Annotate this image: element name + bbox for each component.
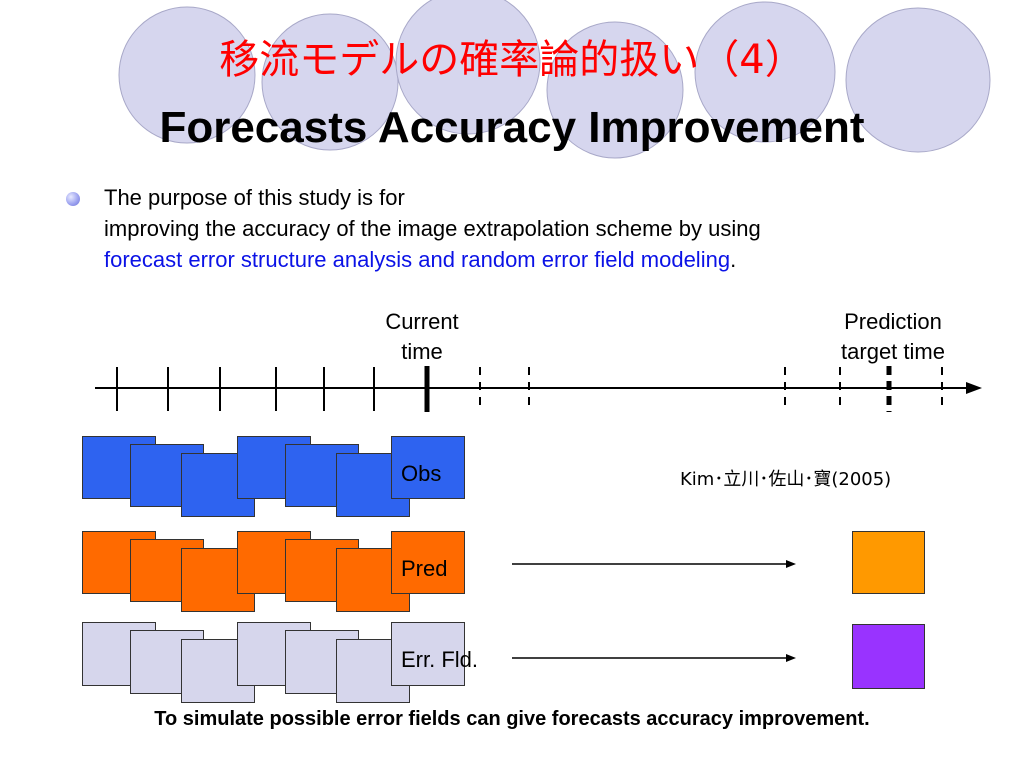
title-english: Forecasts Accuracy Improvement — [159, 103, 865, 152]
err-arrowhead — [786, 654, 796, 662]
timeline — [95, 366, 982, 662]
bullet-icon — [66, 192, 80, 206]
obs-label: Obs — [401, 461, 442, 486]
purpose-highlight: forecast error structure analysis and ra… — [104, 247, 731, 272]
purpose-line-3: forecast error structure analysis and ra… — [104, 244, 1004, 275]
purpose-period: . — [730, 247, 737, 272]
err-label: Err. Fld. — [401, 647, 479, 672]
err-frame-current — [391, 622, 465, 686]
timeline-arrowhead — [966, 382, 982, 394]
title-japanese: 移流モデルの確率論的扱い（4） — [219, 37, 805, 83]
footer-statement: To simulate possible error fields can gi… — [154, 708, 870, 730]
purpose-line-1: The purpose of this study is for — [104, 185, 405, 210]
pred-label: Pred — [401, 556, 448, 581]
past-ticks — [116, 367, 375, 411]
err-output-frame — [852, 624, 925, 689]
pred-output-frame — [852, 531, 925, 594]
pred-frame-current — [391, 531, 465, 594]
prediction-target-label: Prediction target time — [841, 309, 945, 364]
decorative-circles — [118, 0, 991, 159]
reference-citation: Kim･立川･佐山･寶(2005) — [680, 469, 892, 490]
purpose-paragraph: The purpose of this study is for improvi… — [104, 182, 1004, 275]
purpose-line-2: improving the accuracy of the image extr… — [104, 216, 761, 241]
pred-arrowhead — [786, 560, 796, 568]
obs-frame-current — [391, 436, 465, 499]
current-time-label: Current time — [385, 309, 459, 364]
future-ticks — [479, 367, 943, 411]
